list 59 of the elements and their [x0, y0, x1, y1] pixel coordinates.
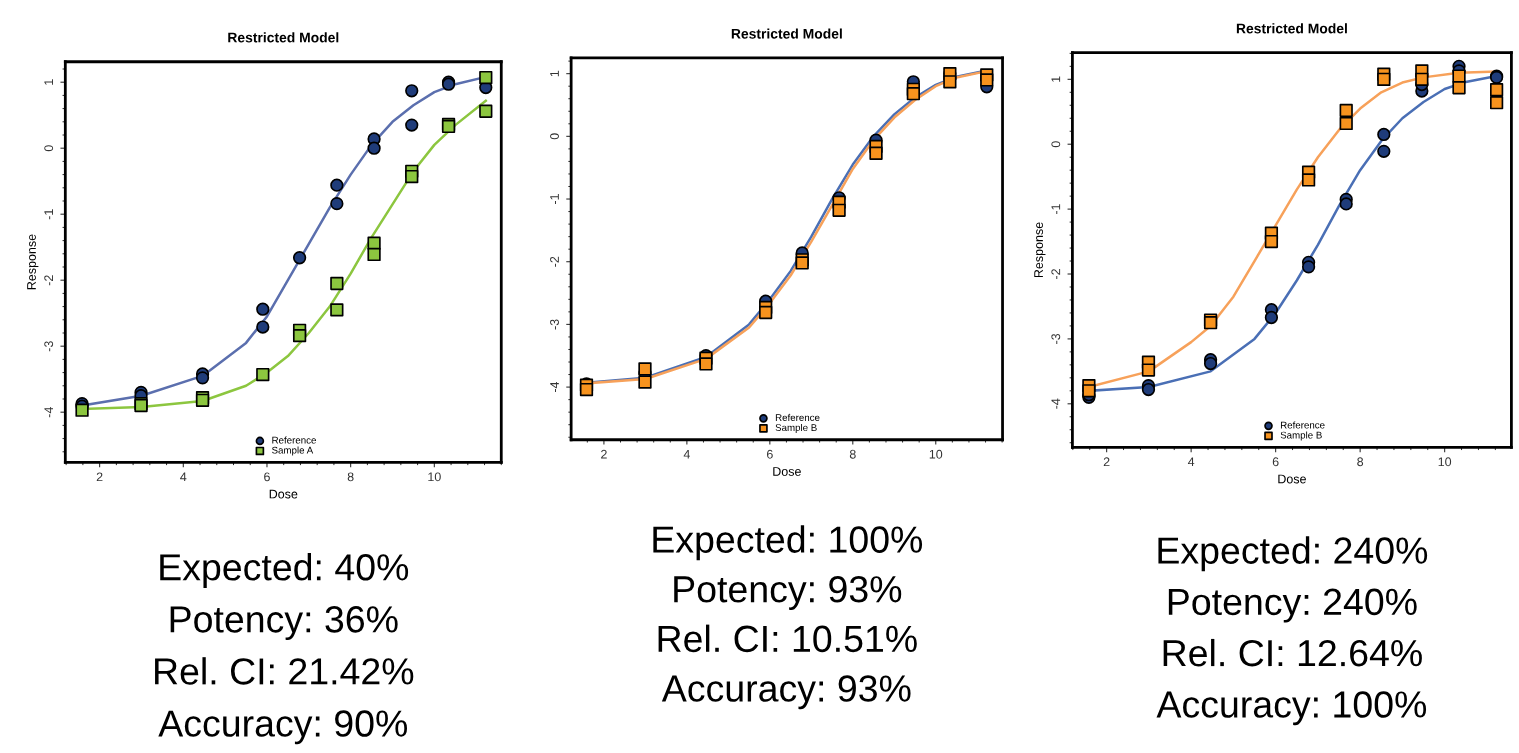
y-tick-label: 1 — [1051, 76, 1061, 82]
text: Accuracy: 93% — [661, 675, 911, 710]
y-tick-label: -2 — [44, 275, 53, 286]
text: Rel. CI: 10.51% — [658, 624, 917, 653]
legend-label: Sample A — [272, 446, 314, 456]
x-tick-label: 10 — [428, 472, 441, 482]
x-tick-label: 10 — [929, 449, 943, 459]
y-tick-label: -1 — [44, 209, 53, 220]
text: Potency: 93% — [674, 575, 902, 610]
text: Rel. CI: 21.42% — [155, 657, 414, 685]
y-tick-label: -3 — [550, 319, 559, 330]
chart-title: Restricted Model — [1236, 23, 1347, 34]
legend-label: Reference — [272, 436, 316, 444]
text: Accuracy: 90% — [158, 710, 408, 745]
text: Potency: 240% — [1168, 588, 1417, 623]
text: Expected: 240% — [1158, 536, 1428, 572]
y-tick-label: 0 — [1051, 141, 1061, 148]
chart-title: Restricted Model — [228, 32, 339, 43]
x-tick-label: 6 — [264, 472, 270, 482]
x-tick-label: 6 — [766, 449, 773, 459]
x-tick-label: 4 — [180, 472, 187, 482]
x-tick-label: 8 — [347, 472, 354, 482]
y-tick-label: 0 — [550, 133, 559, 140]
x-tick-label: 8 — [849, 449, 856, 459]
text: Accuracy: 100% — [1156, 691, 1427, 726]
y-tick-label: -4 — [1051, 398, 1061, 409]
y-tick-label: -1 — [1051, 204, 1061, 215]
y-axis-title: Response — [1034, 222, 1046, 278]
y-axis-title: Response — [27, 234, 39, 290]
legend-label: Reference — [1280, 421, 1325, 429]
x-axis-title: Dose — [773, 467, 801, 476]
x-tick-label: 6 — [1272, 457, 1279, 467]
y-tick-label: -4 — [44, 406, 53, 418]
y-tick-label: 0 — [44, 145, 54, 152]
x-tick-label: 2 — [601, 449, 607, 459]
text: Potency: 36% — [170, 606, 398, 641]
y-tick-label: -3 — [1051, 333, 1061, 344]
y-tick-label: -4 — [550, 381, 559, 393]
text: Rel. CI: 12.64% — [1163, 638, 1422, 667]
legend-label: Sample B — [775, 423, 817, 433]
x-tick-label: 10 — [1438, 457, 1452, 467]
y-tick-label: -2 — [550, 256, 559, 267]
x-tick-label: 2 — [96, 472, 103, 482]
y-tick-label: 1 — [44, 79, 53, 85]
y-tick-label: -3 — [44, 341, 54, 352]
x-tick-label: 4 — [1187, 457, 1195, 467]
legend-label: Sample B — [1280, 431, 1322, 441]
x-axis-title: Dose — [1278, 474, 1306, 484]
chart-title: Restricted Model — [731, 28, 842, 39]
x-axis-title: Dose — [269, 489, 298, 499]
x-tick-label: 8 — [1357, 457, 1364, 467]
x-tick-label: 4 — [683, 449, 690, 459]
y-tick-label: 1 — [550, 70, 559, 77]
text: Expected: 100% — [653, 525, 923, 561]
text: Expected: 40% — [160, 553, 409, 588]
legend-label: Reference — [775, 413, 820, 421]
x-tick-label: 2 — [1103, 457, 1110, 467]
y-tick-label: -2 — [1051, 269, 1061, 280]
y-tick-label: -1 — [550, 194, 559, 205]
